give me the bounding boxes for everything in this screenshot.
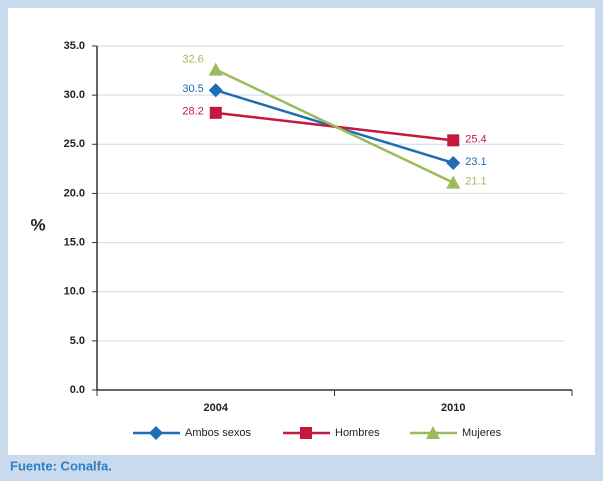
marker [446, 175, 461, 189]
marker [300, 427, 312, 439]
legend-label: Mujeres [462, 427, 502, 439]
marker [447, 134, 460, 147]
marker [208, 83, 223, 98]
y-tick-label: 20.0 [64, 187, 85, 199]
data-label: 21.1 [465, 176, 486, 188]
y-axis-label: % [30, 215, 45, 234]
marker [426, 426, 440, 439]
y-tick-label: 35.0 [64, 40, 85, 52]
series-line [215, 68, 454, 184]
data-label: 23.1 [465, 156, 486, 168]
marker [209, 106, 222, 119]
marker [149, 426, 163, 440]
y-tick-label: 15.0 [64, 236, 85, 248]
footer-source: Fuente: Conalfa. [10, 458, 112, 473]
y-tick-label: 30.0 [64, 89, 85, 101]
marker [446, 155, 461, 170]
data-label: 30.5 [182, 83, 203, 95]
x-tick-label: 2010 [441, 402, 465, 414]
legend-label: Ambos sexos [185, 427, 252, 439]
y-tick-label: 10.0 [64, 286, 85, 298]
data-label: 32.6 [182, 53, 203, 65]
data-label: 28.2 [182, 106, 203, 118]
panel [8, 8, 595, 455]
legend-label: Hombres [335, 427, 380, 439]
marker [208, 62, 223, 76]
x-tick-label: 2004 [204, 402, 229, 414]
data-label: 25.4 [465, 133, 486, 145]
y-tick-label: 25.0 [64, 138, 85, 150]
y-tick-label: 5.0 [70, 335, 85, 347]
y-tick-label: 0.0 [70, 384, 85, 396]
